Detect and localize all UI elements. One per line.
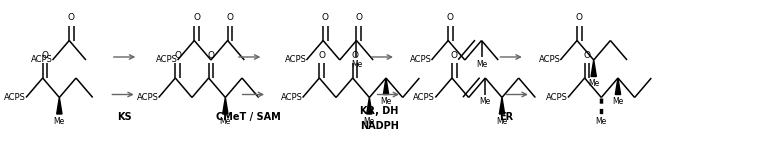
Polygon shape — [591, 60, 597, 76]
Text: Me: Me — [480, 98, 491, 106]
Polygon shape — [57, 98, 62, 114]
Text: CMeT / SAM: CMeT / SAM — [216, 112, 281, 122]
Text: Me: Me — [363, 117, 375, 126]
Text: O: O — [584, 51, 591, 60]
Text: ACPS: ACPS — [156, 56, 177, 64]
Polygon shape — [383, 78, 389, 94]
Text: Me: Me — [54, 117, 65, 126]
Text: ER: ER — [499, 112, 513, 122]
Text: O: O — [351, 51, 359, 60]
Text: ACPS: ACPS — [281, 93, 303, 102]
Text: Me: Me — [612, 98, 623, 106]
Text: O: O — [226, 14, 233, 22]
Text: ACPS: ACPS — [31, 56, 53, 64]
Text: O: O — [322, 14, 329, 22]
Text: Me: Me — [476, 60, 487, 69]
Text: ACPS: ACPS — [137, 93, 158, 102]
Text: ACPS: ACPS — [546, 93, 568, 102]
Text: O: O — [68, 14, 75, 22]
Text: Me: Me — [588, 80, 599, 88]
Polygon shape — [366, 98, 372, 114]
Text: ACPS: ACPS — [285, 56, 307, 64]
Text: O: O — [193, 14, 200, 22]
Text: Me: Me — [496, 117, 508, 126]
Text: Me: Me — [380, 98, 392, 106]
Text: O: O — [355, 14, 363, 22]
Text: Me: Me — [220, 117, 231, 126]
Text: KS: KS — [117, 112, 132, 122]
Text: ACPS: ACPS — [409, 56, 431, 64]
Text: Me: Me — [596, 117, 607, 126]
Text: O: O — [174, 51, 181, 60]
Polygon shape — [615, 78, 620, 94]
Text: O: O — [447, 14, 454, 22]
Text: ACPS: ACPS — [413, 93, 435, 102]
Text: ACPS: ACPS — [539, 56, 560, 64]
Text: Me: Me — [351, 60, 362, 69]
Text: NADPH: NADPH — [360, 121, 399, 131]
Text: O: O — [451, 51, 457, 60]
Text: O: O — [318, 51, 325, 60]
Polygon shape — [223, 98, 228, 114]
Text: KR, DH: KR, DH — [360, 106, 399, 116]
Text: ACPS: ACPS — [4, 93, 26, 102]
Polygon shape — [500, 98, 505, 114]
Text: O: O — [207, 51, 214, 60]
Text: O: O — [576, 14, 583, 22]
Text: O: O — [41, 51, 48, 60]
